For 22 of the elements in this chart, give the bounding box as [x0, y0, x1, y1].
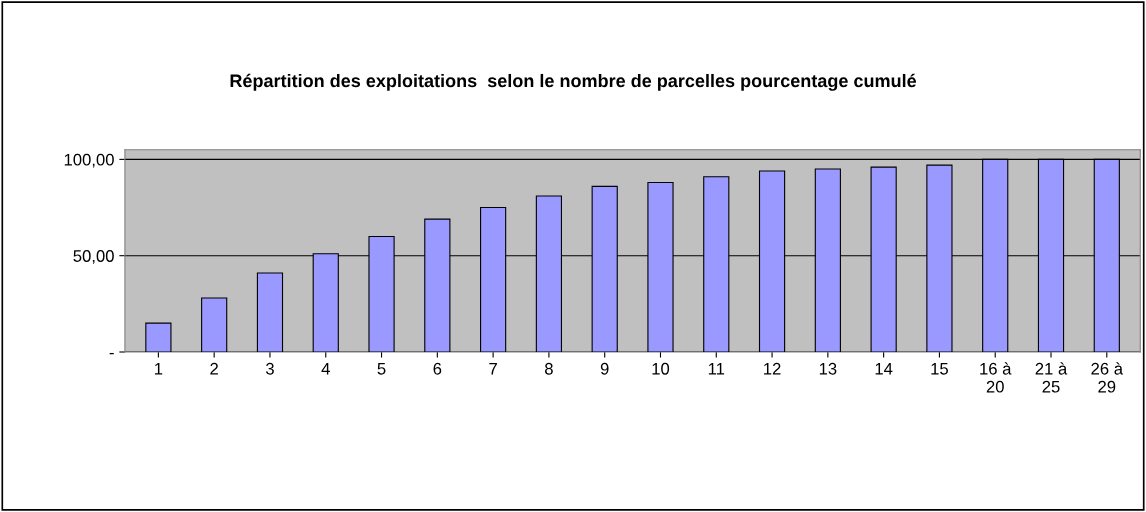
x-tick-label: 8 [545, 362, 553, 375]
x-tick-label: 26 à 29 [1091, 362, 1124, 393]
x-tick-label: 12 [764, 362, 781, 375]
x-tick-label: 1 [155, 363, 163, 375]
x-tick-label: 6 [433, 362, 442, 375]
x-tick-label: 3 [265, 362, 274, 375]
y-tick-label: - [109, 352, 114, 355]
x-tick-label: 5 [377, 363, 386, 375]
x-tick-label: 2 [210, 362, 218, 375]
x-tick-label: 11 [708, 363, 725, 375]
y-tick-label: 50,00 [73, 250, 114, 264]
x-tick-label: 21 à 25 [1035, 362, 1068, 393]
y-tick-label: 100,00 [64, 153, 114, 168]
x-tick-label: 14 [875, 363, 893, 375]
chart-title: Répartition des exploitations selon le nombre de parcelles pourcentage cumulé [230, 73, 917, 91]
x-tick-label: 10 [652, 362, 670, 375]
x-tick-label: 9 [600, 362, 609, 375]
x-tick-label: 15 [931, 363, 948, 375]
x-tick-label: 4 [321, 363, 330, 375]
x-tick-label: 16 à 20 [980, 362, 1012, 393]
x-tick-label: 13 [819, 362, 837, 375]
x-tick-label: 7 [489, 363, 497, 375]
